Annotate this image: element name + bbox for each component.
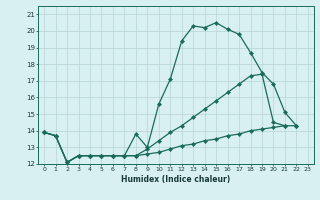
X-axis label: Humidex (Indice chaleur): Humidex (Indice chaleur) bbox=[121, 175, 231, 184]
